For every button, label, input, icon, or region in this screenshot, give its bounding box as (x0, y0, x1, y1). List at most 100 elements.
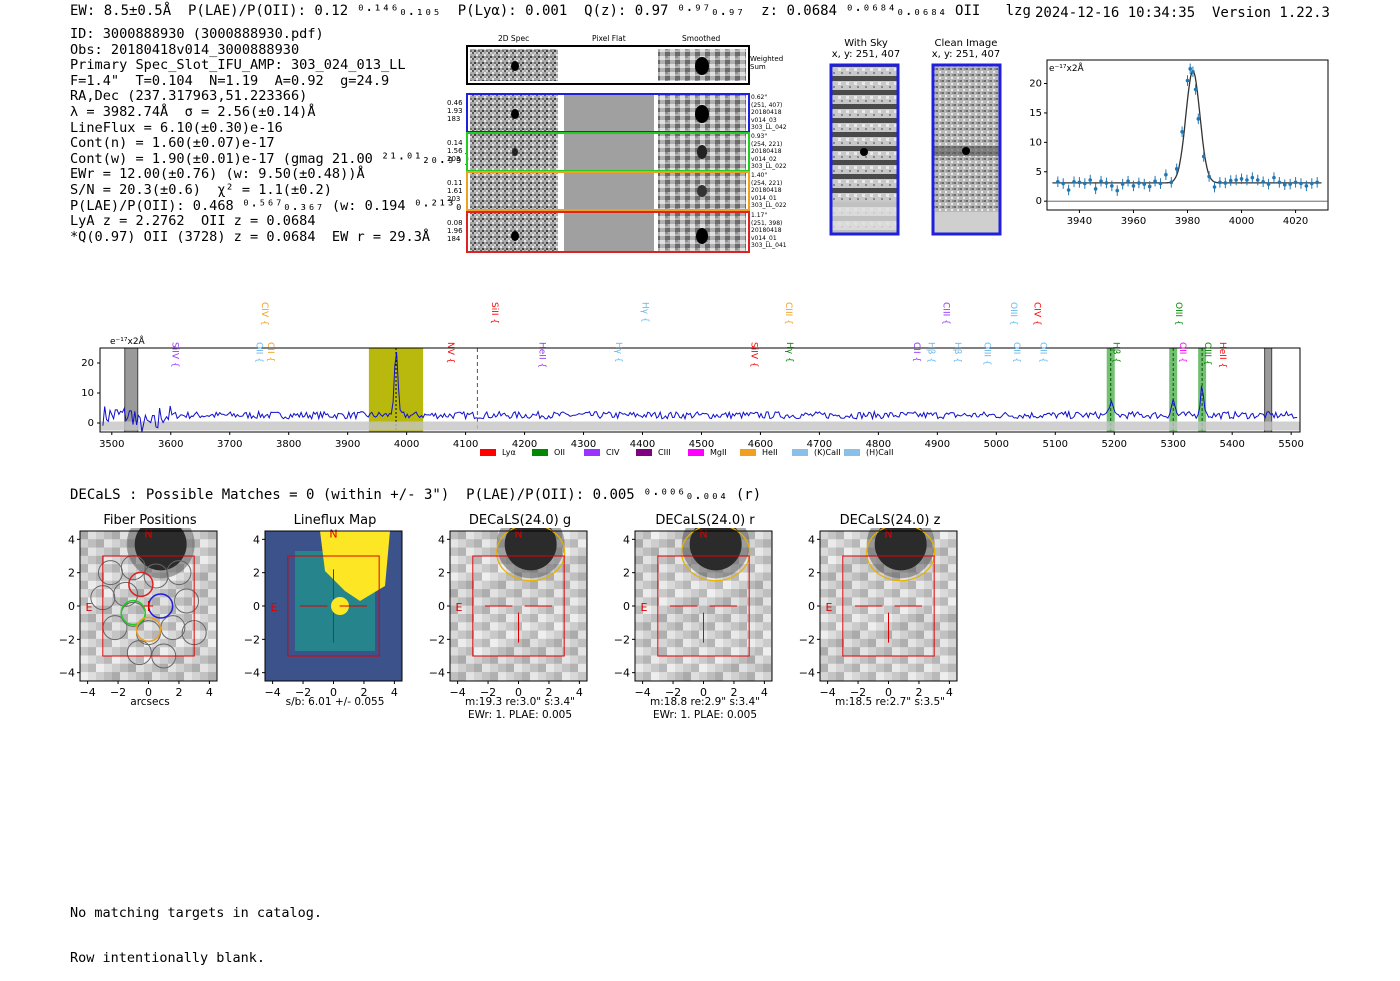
pixel (128, 655, 136, 664)
pixel (747, 572, 755, 581)
pixel (466, 531, 474, 540)
pixel (635, 564, 643, 573)
pixel (506, 622, 514, 631)
pixel (450, 597, 458, 606)
pixel (160, 655, 168, 664)
pixel (160, 647, 168, 656)
pixel (916, 589, 924, 598)
pixel (562, 605, 570, 614)
pixel (578, 630, 586, 639)
spectral-line-label: NV { (445, 342, 455, 363)
pixel (932, 580, 940, 590)
pixel (522, 597, 530, 606)
data-point (1293, 180, 1298, 185)
data-point (1218, 180, 1222, 185)
pixel (755, 531, 763, 540)
pixel (643, 630, 651, 639)
pixel (691, 663, 699, 673)
pixel (152, 597, 160, 606)
pixel (659, 547, 667, 556)
pixel (80, 630, 88, 639)
with-sky-title: With Sky (844, 38, 888, 49)
pixel (739, 663, 747, 673)
pixel (490, 597, 498, 606)
col-title-smoothed: Smoothed (682, 34, 721, 43)
pixel (715, 638, 723, 648)
pixel (820, 655, 828, 664)
pixel (498, 597, 506, 606)
panel-ytick-label: 0 (253, 600, 260, 613)
pixel (739, 672, 747, 681)
panel-xtick-label: −2 (295, 686, 311, 699)
pixel (876, 630, 884, 639)
pixel (474, 580, 482, 590)
data-point (1099, 179, 1103, 183)
row3-left-stats: 0.11 1.61 203 (447, 179, 463, 203)
pixel (916, 638, 924, 648)
pixel (828, 672, 836, 681)
pixel (570, 655, 578, 664)
pixel (659, 630, 667, 639)
pixel (458, 638, 466, 648)
pixel (707, 663, 715, 673)
pixel (948, 531, 956, 540)
pixel (458, 547, 466, 556)
pixel (844, 672, 852, 681)
pixel (731, 572, 739, 581)
pixel (88, 564, 96, 573)
north-marker: N (514, 528, 522, 541)
pixel (916, 572, 924, 581)
pixel (554, 638, 562, 648)
pixel (522, 580, 530, 590)
pixel (88, 638, 96, 648)
pixel (715, 605, 723, 614)
pixel (747, 555, 755, 565)
pixel (723, 638, 731, 648)
pixel (828, 605, 836, 614)
pixel (192, 564, 200, 573)
pixel (458, 630, 466, 639)
pixel (739, 597, 747, 606)
pixel (836, 614, 844, 623)
pixel (908, 597, 916, 606)
pixel (844, 630, 852, 639)
zoom-ytick-label: 5 (1036, 167, 1042, 178)
info-best-solution: *Q(0.97) OII (3728) z = 0.0684 EW r = 29… (70, 228, 431, 245)
pixel (88, 539, 96, 548)
pixel (763, 614, 771, 623)
pixel (916, 580, 924, 590)
pixel (948, 638, 956, 648)
pixel (828, 647, 836, 656)
pixel (128, 580, 136, 590)
pixel (884, 597, 892, 606)
zoom-xtick-label: 3960 (1121, 216, 1146, 227)
data-point (1072, 179, 1076, 184)
legend-item: (H)CaII (844, 448, 893, 457)
sky-images (829, 63, 1002, 236)
pixel (755, 580, 763, 590)
pixel (554, 589, 562, 598)
pixel (506, 614, 514, 623)
pixel (120, 614, 128, 623)
pixel (112, 547, 120, 556)
legend-label: (K)CaII (814, 448, 841, 457)
data-point (1201, 154, 1206, 159)
pixel (924, 630, 932, 639)
pixel (707, 605, 715, 614)
pixel (707, 614, 715, 623)
pixel (474, 605, 482, 614)
pixel (466, 647, 474, 656)
pixel (522, 655, 530, 664)
spectral-line-label: SiII { (489, 302, 499, 324)
data-point (1120, 182, 1125, 186)
pixel (635, 547, 643, 556)
pixel (96, 589, 104, 598)
col-title-2d-spec: 2D Spec (498, 34, 530, 43)
pixel (932, 589, 940, 598)
aperture-ellipse (866, 528, 936, 582)
pixel (88, 531, 96, 540)
full-spectrum-chart: e⁻¹⁷x2Å 3500 3600 3700 3800 3900 4000 4100 4200… (81, 302, 1304, 450)
pixel (643, 580, 651, 590)
pixel (498, 572, 506, 581)
data-point (1153, 179, 1157, 183)
